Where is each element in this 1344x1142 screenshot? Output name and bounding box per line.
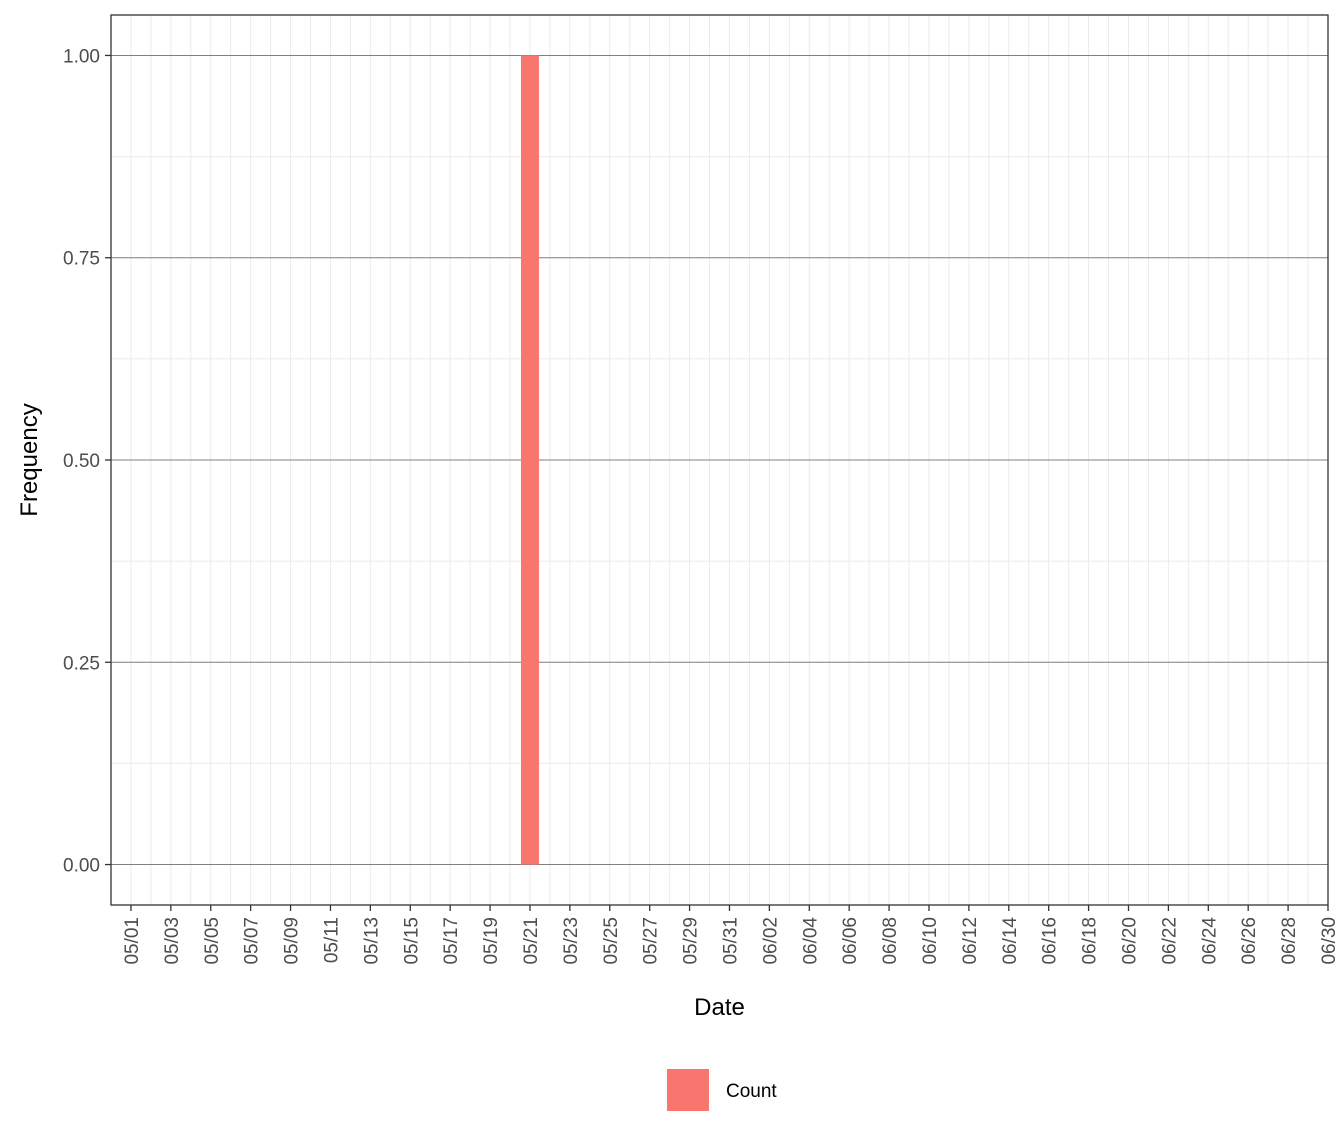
x-tick-label: 06/10 <box>920 917 941 965</box>
x-tick-label: 06/24 <box>1199 917 1220 965</box>
x-tick-label: 05/23 <box>561 917 582 965</box>
x-tick-label: 06/08 <box>880 917 901 965</box>
x-tick-label: 06/16 <box>1040 917 1061 965</box>
x-tick-label: 05/09 <box>282 917 303 965</box>
x-tick-label: 05/17 <box>441 917 462 965</box>
legend: Count <box>667 1069 777 1111</box>
legend-key-count <box>667 1069 709 1111</box>
x-tick-label: 05/27 <box>641 917 662 965</box>
x-axis: 05/01 05/03 05/05 05/07 05/09 05/11 05/13 05/15… <box>122 905 1340 965</box>
x-tick-label: 05/21 <box>521 917 542 965</box>
x-tick-label: 06/30 <box>1319 917 1340 965</box>
x-tick-label: 05/31 <box>720 917 741 965</box>
x-tick-label: 06/22 <box>1159 917 1180 965</box>
x-tick-label: 06/28 <box>1279 917 1300 965</box>
bar-05-21 <box>520 55 539 865</box>
x-tick-label: 06/18 <box>1080 917 1101 965</box>
bars <box>520 55 539 865</box>
x-tick-label: 05/13 <box>361 917 382 965</box>
x-tick-label: 06/12 <box>960 917 981 965</box>
x-tick-label: 05/25 <box>601 917 622 965</box>
x-tick-label: 06/26 <box>1239 917 1260 965</box>
x-tick-label: 05/11 <box>321 917 342 963</box>
legend-label-count: Count <box>726 1081 777 1102</box>
y-tick-label: 0.50 <box>63 451 100 472</box>
y-axis-title: Frequency <box>16 403 43 516</box>
x-tick-label: 05/19 <box>481 917 502 965</box>
major-gridlines <box>111 54 1328 866</box>
x-tick-label: 05/05 <box>202 917 223 965</box>
x-tick-label: 05/03 <box>162 917 183 965</box>
x-tick-label: 06/02 <box>760 917 781 965</box>
x-tick-label: 06/20 <box>1119 917 1140 965</box>
x-tick-label: 06/04 <box>800 917 821 965</box>
x-tick-label: 05/15 <box>401 917 422 965</box>
x-tick-label: 05/01 <box>122 917 143 965</box>
y-tick-label: 0.00 <box>63 856 100 877</box>
x-tick-label: 06/06 <box>840 917 861 965</box>
y-axis: 0.00 0.25 0.50 0.75 1.00 <box>63 46 111 877</box>
x-tick-label: 05/07 <box>242 917 263 965</box>
x-tick-label: 05/29 <box>681 917 702 965</box>
x-tick-label: 06/14 <box>1000 917 1021 965</box>
y-tick-label: 1.00 <box>63 46 100 67</box>
x-axis-title: Date <box>694 994 745 1021</box>
y-tick-label: 0.75 <box>63 249 100 270</box>
y-tick-label: 0.25 <box>63 653 100 674</box>
